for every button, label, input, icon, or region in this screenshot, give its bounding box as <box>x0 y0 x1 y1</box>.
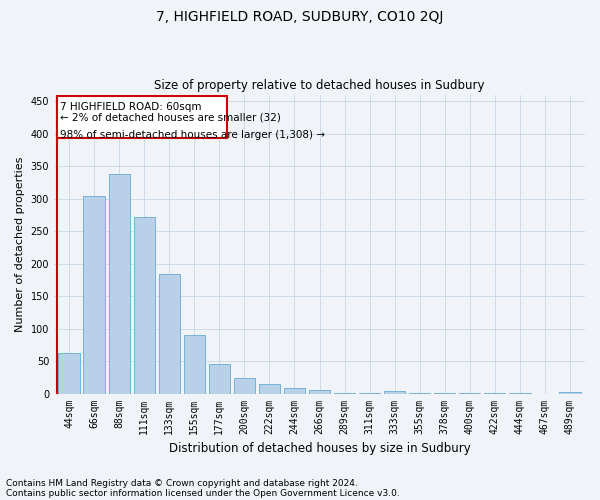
Bar <box>259 384 280 394</box>
Bar <box>309 390 330 394</box>
Y-axis label: Number of detached properties: Number of detached properties <box>15 156 25 332</box>
Text: 7 HIGHFIELD ROAD: 60sqm: 7 HIGHFIELD ROAD: 60sqm <box>61 102 202 112</box>
Bar <box>459 393 481 394</box>
Text: Contains HM Land Registry data © Crown copyright and database right 2024.: Contains HM Land Registry data © Crown c… <box>6 478 358 488</box>
Bar <box>134 218 155 394</box>
Bar <box>384 391 406 394</box>
Text: ← 2% of detached houses are smaller (32): ← 2% of detached houses are smaller (32) <box>61 113 281 123</box>
Text: 7, HIGHFIELD ROAD, SUDBURY, CO10 2QJ: 7, HIGHFIELD ROAD, SUDBURY, CO10 2QJ <box>157 10 443 24</box>
Bar <box>158 274 180 394</box>
Bar <box>83 196 105 394</box>
X-axis label: Distribution of detached houses by size in Sudbury: Distribution of detached houses by size … <box>169 442 470 455</box>
Bar <box>559 392 581 394</box>
Bar <box>58 354 80 394</box>
Bar <box>409 393 430 394</box>
Bar <box>359 393 380 394</box>
Bar <box>109 174 130 394</box>
Bar <box>434 393 455 394</box>
Bar <box>184 335 205 394</box>
Bar <box>284 388 305 394</box>
Bar <box>209 364 230 394</box>
Bar <box>509 393 530 394</box>
Bar <box>484 393 505 394</box>
Text: 98% of semi-detached houses are larger (1,308) →: 98% of semi-detached houses are larger (… <box>61 130 325 140</box>
Bar <box>334 393 355 394</box>
Title: Size of property relative to detached houses in Sudbury: Size of property relative to detached ho… <box>154 79 485 92</box>
FancyBboxPatch shape <box>56 96 227 138</box>
Bar <box>234 378 255 394</box>
Text: Contains public sector information licensed under the Open Government Licence v3: Contains public sector information licen… <box>6 488 400 498</box>
